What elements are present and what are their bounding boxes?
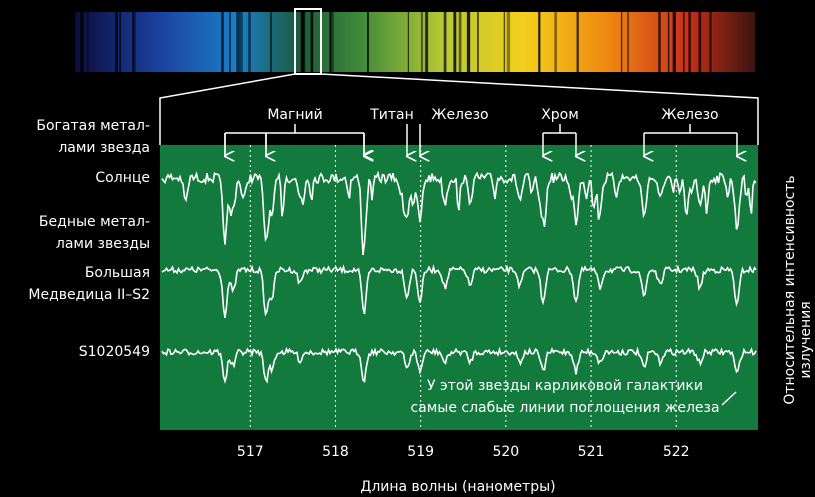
dark-line: [236, 12, 239, 72]
dark-line: [331, 12, 334, 72]
dark-line: [444, 12, 447, 72]
element-label: Железо: [661, 107, 718, 123]
dark-line: [87, 12, 89, 72]
annotation: У этой звезды карликовой галактики: [427, 378, 703, 394]
dark-line: [248, 12, 250, 72]
dark-line: [426, 12, 428, 72]
dark-line: [668, 12, 669, 72]
dark-line: [453, 12, 456, 72]
annotation: самые слабые линии поглощения железа: [410, 400, 719, 416]
star-label: Богатая метал-: [36, 118, 150, 134]
x-tick-label: 519: [407, 444, 434, 460]
x-tick-label: 521: [578, 444, 605, 460]
dark-line: [119, 12, 121, 72]
dark-line: [577, 12, 579, 72]
dark-line: [504, 12, 505, 72]
dark-line: [229, 12, 231, 72]
element-label: Хром: [541, 107, 579, 123]
dark-line: [673, 12, 676, 72]
element-label: Железо: [431, 107, 488, 123]
star-label: Солнце: [95, 170, 150, 186]
dark-line: [408, 12, 409, 72]
dark-line: [81, 12, 84, 72]
element-label: Магний: [267, 107, 322, 123]
dark-line: [538, 12, 540, 72]
page: {"left_labels": [["Богатая метал-", "лам…: [0, 0, 815, 497]
dark-line: [467, 12, 470, 72]
dark-line: [421, 12, 423, 72]
x-tick-label: 522: [663, 444, 690, 460]
dark-line: [302, 12, 304, 72]
spectrum-bar: [75, 12, 755, 72]
figure: Магний Титан Железо Хром Железо Богатая …: [0, 0, 815, 497]
dark-line: [132, 12, 135, 72]
star-label: Медведица II–S2: [28, 287, 150, 303]
x-axis-title: Длина волны (нанометры): [360, 479, 555, 495]
x-tick-label: 518: [322, 444, 349, 460]
dark-line: [688, 12, 691, 72]
dark-line: [270, 12, 272, 72]
element-label: Титан: [369, 107, 414, 123]
dark-line: [221, 12, 224, 72]
dark-line: [658, 12, 661, 72]
dark-line: [239, 12, 242, 72]
dark-line: [507, 12, 510, 72]
dark-line: [627, 12, 629, 72]
dark-line: [367, 12, 369, 72]
star-label: Большая: [85, 265, 150, 281]
dark-line: [621, 12, 622, 72]
dark-line: [699, 12, 702, 72]
dark-line: [710, 12, 712, 72]
x-tick-label: 517: [237, 444, 264, 460]
dark-line: [115, 12, 118, 72]
dark-line: [477, 12, 478, 72]
y-axis-title: Относительная интенсивность: [782, 175, 798, 404]
y-axis-title: излучения: [798, 301, 814, 378]
star-label: S1020549: [79, 344, 150, 360]
dark-line: [554, 12, 557, 72]
dark-line: [311, 12, 314, 72]
dark-line: [683, 12, 684, 72]
dark-line: [459, 12, 462, 72]
star-label: лами звезда: [58, 140, 150, 156]
x-tick-label: 520: [492, 444, 519, 460]
star-label: лами звезды: [56, 236, 150, 252]
star-label: Бедные метал-: [39, 214, 150, 230]
